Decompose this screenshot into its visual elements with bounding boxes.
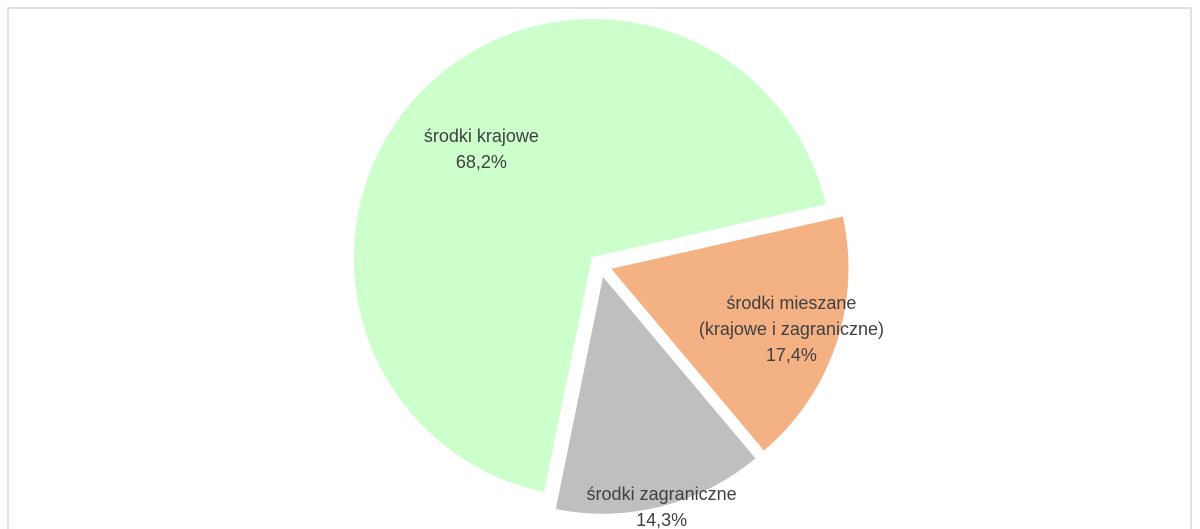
category-label: środki zagraniczne <box>586 484 737 505</box>
pie-slice <box>553 272 759 516</box>
pie-slice <box>351 17 829 495</box>
category-label: środki mieszane (krajowe i zagraniczne) <box>698 293 884 340</box>
category-label: środki krajowe <box>423 125 539 146</box>
value-label: 17,4% <box>765 345 817 366</box>
pie-slice <box>607 214 851 454</box>
chart-frame <box>7 7 1192 529</box>
value-label: 14,3% <box>636 510 688 529</box>
data-label: środki zagraniczne 14,3% <box>587 481 737 529</box>
value-label: 68,2% <box>455 151 507 172</box>
data-label: środki mieszane (krajowe i zagraniczne) 1… <box>699 290 884 368</box>
data-label: środki krajowe 68,2% <box>424 123 539 175</box>
